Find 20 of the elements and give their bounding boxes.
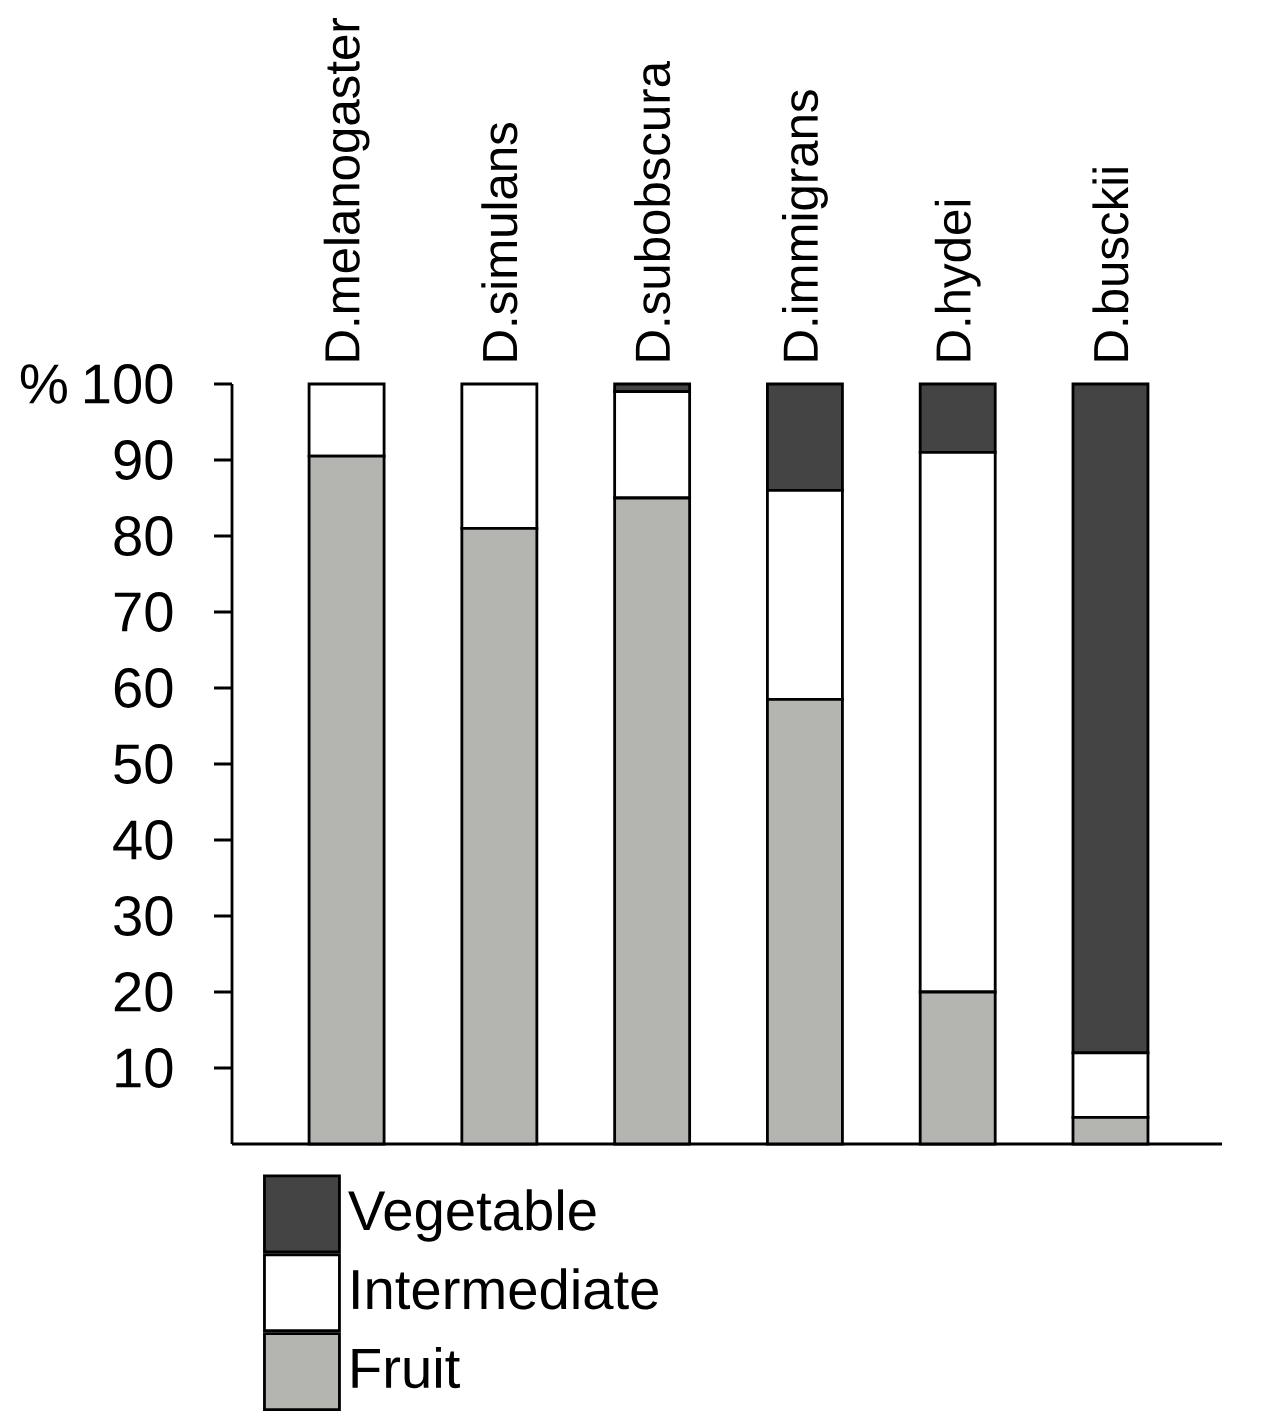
y-tick-label: 30 bbox=[114, 896, 173, 936]
x-tick-label: D.busckii bbox=[1092, 168, 1129, 361]
y-tick-label: 60 bbox=[114, 668, 173, 708]
y-tick-label: 90 bbox=[114, 440, 173, 480]
x-tick-label: D.hydei bbox=[934, 201, 981, 361]
y-tick-label: 40 bbox=[113, 820, 173, 860]
x-tick-label: D.melanogaster bbox=[323, 18, 370, 361]
x-tick-label: D.subobscura bbox=[634, 60, 671, 361]
y-tick-label: 100 bbox=[85, 364, 173, 404]
x-tick-label: D.immigrans bbox=[781, 90, 828, 361]
y-tick-label: 80 bbox=[114, 516, 173, 556]
y-tick-label: 10 bbox=[116, 1048, 173, 1088]
legend-label: Vegetable bbox=[348, 1189, 596, 1242]
y-tick-label: 20 bbox=[114, 972, 173, 1012]
x-tick-label: D.simulans bbox=[481, 123, 518, 361]
legend-label: Fruit bbox=[352, 1346, 460, 1389]
y-tick-label: 50 bbox=[114, 744, 173, 784]
y-axis-title: % bbox=[20, 364, 67, 404]
y-tick-label: 70 bbox=[114, 592, 173, 632]
legend-label: Intermediate bbox=[353, 1268, 658, 1310]
